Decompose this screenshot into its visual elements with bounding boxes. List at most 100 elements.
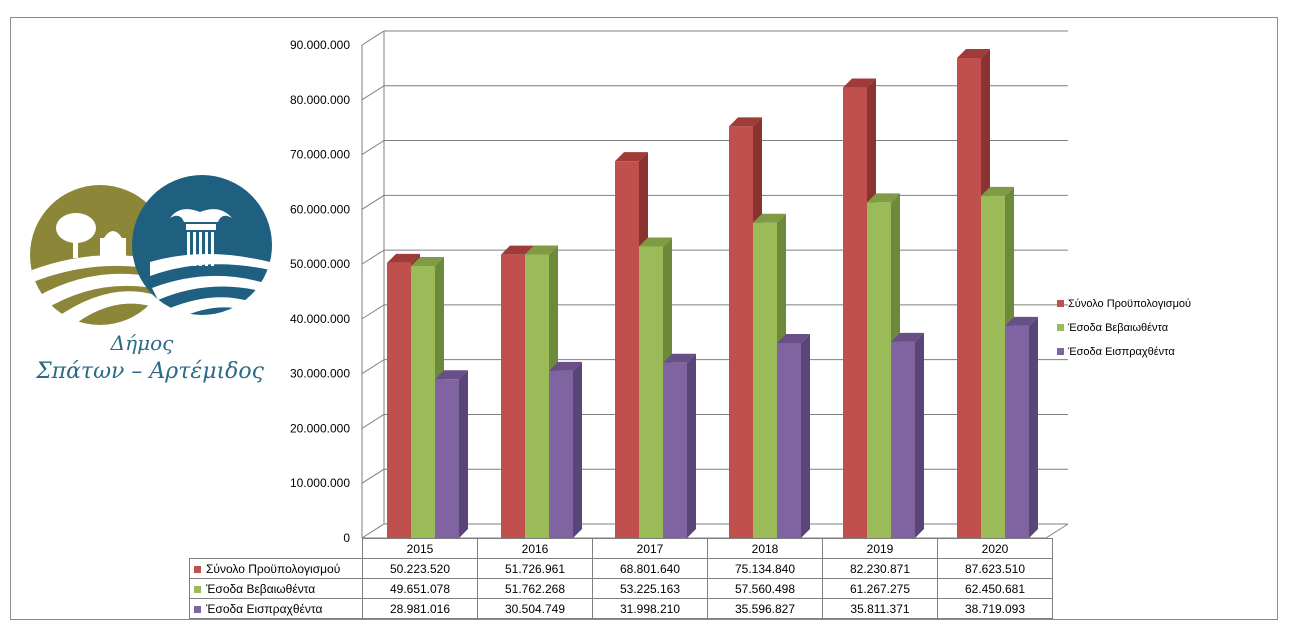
y-tick-label: 70.000.000: [290, 148, 350, 162]
bar-side: [687, 353, 696, 538]
y-tick-label: 40.000.000: [290, 312, 350, 326]
data-label: 75.134.840: [707, 558, 823, 579]
x-tick-label: 2016: [477, 538, 593, 559]
y-tick-label: 80.000.000: [290, 93, 350, 107]
bar-front: [387, 262, 411, 538]
data-label: 51.726.961: [477, 558, 593, 579]
bar-front: [615, 161, 639, 538]
bar-top: [957, 49, 990, 59]
data-label: 38.719.093: [937, 598, 1053, 619]
gridline-side: [361, 304, 385, 320]
gridline-side: [361, 249, 385, 265]
gridline-side: [361, 468, 385, 484]
data-label: 87.623.510: [937, 558, 1053, 579]
data-label: 61.267.275: [822, 578, 938, 599]
bar-top: [777, 334, 810, 344]
bar: [549, 361, 582, 538]
bar-top: [435, 370, 468, 380]
chapel-icon: [100, 231, 126, 256]
bar-top: [981, 186, 1014, 196]
olive-tree-icon: [56, 213, 96, 258]
x-tick-label: 2017: [592, 538, 708, 559]
data-label: 49.651.078: [362, 578, 478, 599]
data-label: 31.998.210: [592, 598, 708, 619]
data-label: 30.504.749: [477, 598, 593, 619]
x-tick-label: 2015: [362, 538, 478, 559]
gridline-side: [361, 194, 385, 210]
bar-side: [459, 370, 468, 538]
gridline-side: [361, 140, 385, 155]
legend-label: Έσοδα Εισπραχθέντα: [1067, 346, 1175, 358]
y-tick-label: 0: [343, 531, 350, 545]
bar: [663, 353, 696, 538]
floor-edge: [1045, 523, 1069, 539]
chart-bars: [387, 49, 1038, 539]
bar: [1005, 316, 1038, 538]
bar-front: [981, 195, 1005, 538]
legend-label: Σύνολο Προϋπολογισμού: [1068, 298, 1191, 310]
data-label: 57.560.498: [707, 578, 823, 599]
sea-waves-icon: [150, 254, 270, 318]
table-series-name: Έσοδα Βεβαιωθέντα: [189, 578, 363, 599]
y-tick-label: 30.000.000: [290, 367, 350, 381]
legend-label: Έσοδα Βεβαιωθέντα: [1067, 322, 1169, 334]
chart-legend: Σύνολο Προϋπολογισμού Έσοδα Βεβαιωθέντα …: [1057, 298, 1191, 358]
table-series-label: Έσοδα Βεβαιωθέντα: [206, 581, 316, 596]
bar-front: [525, 254, 549, 538]
bar-front: [891, 341, 915, 538]
table-series-name: Σύνολο Προϋπολογισμού: [189, 558, 363, 579]
bar-front: [411, 266, 435, 538]
logo-line1: Δήμος: [110, 331, 174, 355]
y-tick-label: 90.000.000: [290, 38, 350, 52]
legend-swatch: [1057, 300, 1064, 307]
bar-top: [663, 353, 696, 363]
gridline-side: [361, 30, 385, 46]
table-series-name: Έσοδα Εισπραχθέντα: [189, 598, 363, 619]
bar-side: [573, 361, 582, 538]
bar-top: [843, 78, 876, 88]
bar: [777, 334, 810, 538]
data-label: 35.811.371: [822, 598, 938, 619]
bar-front: [663, 362, 687, 538]
x-tick-label: 2019: [822, 538, 938, 559]
bar-top: [549, 361, 582, 371]
y-tick-label: 50.000.000: [290, 257, 350, 271]
bar-front: [729, 126, 753, 538]
y-tick-label: 20.000.000: [290, 421, 350, 435]
data-label: 50.223.520: [362, 558, 478, 579]
bar-side: [801, 334, 810, 538]
dimos-logo: Δήμος Σπάτων – Αρτέμιδος: [30, 175, 272, 384]
bar-front: [957, 58, 981, 538]
y-tick-label: 60.000.000: [290, 202, 350, 216]
bar-top: [753, 213, 786, 223]
legend-swatch: [1057, 348, 1064, 355]
bar-side: [915, 332, 924, 538]
table-header-row: 2015 2016 2017 2018 2019 2020: [190, 538, 1053, 559]
bar-top: [501, 245, 534, 255]
table-swatch: [194, 605, 201, 613]
bar-front: [753, 222, 777, 538]
table-row: Έσοδα Βεβαιωθέντα 49.651.078 51.762.268 …: [189, 578, 1053, 599]
gridline-side: [361, 414, 385, 429]
bar-top: [615, 152, 648, 162]
bar: [891, 332, 924, 538]
logo-line2: Σπάτων – Αρτέμιδος: [35, 359, 265, 384]
bar-front: [867, 202, 891, 538]
data-label: 51.762.268: [477, 578, 593, 599]
data-label: 35.596.827: [707, 598, 823, 619]
bar-front: [549, 370, 573, 538]
gridline-side: [361, 359, 385, 375]
bar-front: [501, 254, 525, 539]
bar-front: [843, 87, 867, 539]
gridline-side: [361, 523, 385, 539]
logo-field-stripes: [32, 255, 168, 328]
bar-top: [867, 193, 900, 203]
bar-top: [387, 253, 420, 263]
table-corner: [190, 539, 363, 559]
bar-top: [525, 245, 558, 255]
x-tick-label: 2018: [707, 538, 823, 559]
column-capital-icon: [170, 209, 232, 266]
bar-top: [1005, 316, 1038, 326]
table-series-label: Έσοδα Εισπραχθέντα: [206, 601, 323, 616]
